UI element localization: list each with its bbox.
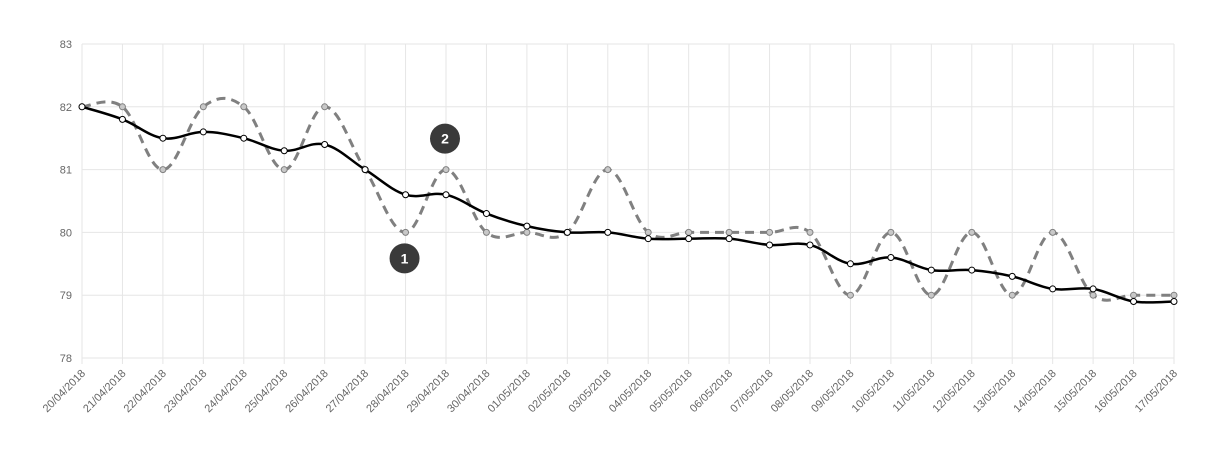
data-point bbox=[806, 228, 814, 236]
data-point bbox=[685, 235, 693, 243]
data-point bbox=[725, 235, 733, 243]
data-point bbox=[240, 103, 248, 111]
x-tick-label: 08/05/2018 bbox=[769, 368, 816, 415]
x-tick-label: 14/05/2018 bbox=[1011, 368, 1058, 415]
x-tick-label: 28/04/2018 bbox=[364, 368, 411, 415]
data-point bbox=[159, 134, 167, 142]
data-point bbox=[199, 103, 207, 111]
data-point bbox=[806, 241, 814, 249]
data-point bbox=[604, 166, 612, 174]
data-point bbox=[1089, 291, 1097, 299]
y-tick-label: 82 bbox=[60, 102, 72, 114]
data-point bbox=[280, 166, 288, 174]
annotation-marker bbox=[389, 243, 420, 274]
x-tick-label: 15/05/2018 bbox=[1052, 368, 1099, 415]
data-point bbox=[78, 103, 86, 111]
x-tick-label: 23/04/2018 bbox=[162, 368, 209, 415]
data-point bbox=[604, 228, 612, 236]
data-point bbox=[846, 260, 854, 268]
data-point bbox=[1089, 285, 1097, 293]
data-point bbox=[402, 228, 410, 236]
x-tick-label: 02/05/2018 bbox=[526, 368, 573, 415]
x-tick-label: 30/04/2018 bbox=[445, 368, 492, 415]
data-point bbox=[968, 266, 976, 274]
data-point bbox=[159, 166, 167, 174]
annotation-marker bbox=[430, 123, 460, 154]
data-point bbox=[887, 228, 895, 236]
data-point bbox=[1170, 291, 1178, 299]
data-point bbox=[927, 291, 935, 299]
x-tick-label: 01/05/2018 bbox=[486, 368, 533, 415]
data-point bbox=[927, 266, 935, 274]
series-line-dashed bbox=[81, 96, 1174, 302]
data-point bbox=[280, 147, 288, 155]
data-point bbox=[118, 115, 126, 123]
data-point bbox=[1049, 228, 1057, 236]
data-point bbox=[240, 134, 248, 142]
y-tick-label: 80 bbox=[60, 227, 72, 239]
data-point bbox=[361, 166, 369, 174]
data-point bbox=[482, 228, 490, 236]
data-point bbox=[321, 103, 329, 111]
y-tick-label: 79 bbox=[60, 290, 72, 302]
data-point bbox=[482, 210, 490, 218]
data-point bbox=[442, 191, 450, 199]
x-tick-label: 06/05/2018 bbox=[688, 368, 735, 415]
x-tick-label: 25/04/2018 bbox=[243, 368, 290, 415]
data-point bbox=[1130, 297, 1138, 305]
x-tick-label: 22/04/2018 bbox=[122, 368, 169, 415]
data-point bbox=[766, 241, 774, 249]
data-point bbox=[118, 103, 126, 111]
annotation-label: 2 bbox=[441, 131, 449, 147]
series-line-solid bbox=[81, 105, 1175, 304]
x-tick-label: 12/05/2018 bbox=[930, 368, 977, 415]
data-point bbox=[1049, 285, 1057, 293]
data-point bbox=[199, 128, 207, 136]
x-tick-label: 09/05/2018 bbox=[809, 368, 856, 415]
data-point bbox=[1008, 272, 1016, 280]
data-point bbox=[968, 228, 976, 236]
annotation-label: 1 bbox=[401, 250, 409, 266]
x-tick-label: 03/05/2018 bbox=[566, 368, 613, 415]
data-point bbox=[887, 254, 895, 262]
y-tick-label: 83 bbox=[60, 39, 72, 51]
x-tick-label: 27/04/2018 bbox=[324, 368, 371, 415]
x-tick-label: 13/05/2018 bbox=[971, 368, 1018, 415]
data-point bbox=[402, 191, 410, 199]
data-point bbox=[644, 228, 652, 236]
y-tick-label: 81 bbox=[60, 165, 72, 177]
x-tick-label: 21/04/2018 bbox=[81, 368, 128, 415]
data-point bbox=[523, 222, 531, 230]
x-tick-label: 16/05/2018 bbox=[1092, 368, 1139, 415]
x-tick-label: 07/05/2018 bbox=[728, 368, 775, 415]
data-point bbox=[1130, 291, 1138, 299]
data-point bbox=[846, 291, 854, 299]
x-tick-label: 10/05/2018 bbox=[850, 368, 897, 415]
x-tick-label: 20/04/2018 bbox=[41, 368, 88, 415]
x-tick-label: 05/05/2018 bbox=[647, 368, 694, 415]
x-tick-label: 24/04/2018 bbox=[202, 368, 249, 415]
y-tick-label: 78 bbox=[60, 353, 72, 365]
x-tick-label: 29/04/2018 bbox=[405, 368, 452, 415]
data-point bbox=[563, 228, 571, 236]
data-point bbox=[766, 228, 774, 236]
data-point bbox=[725, 228, 733, 236]
data-point bbox=[321, 140, 329, 148]
x-tick-label: 04/05/2018 bbox=[607, 368, 654, 415]
data-point bbox=[1008, 291, 1016, 299]
data-point bbox=[644, 235, 652, 243]
x-tick-label: 17/05/2018 bbox=[1133, 368, 1180, 415]
data-point bbox=[523, 228, 531, 236]
data-point bbox=[685, 228, 693, 236]
x-tick-label: 26/04/2018 bbox=[283, 368, 330, 415]
data-point bbox=[442, 166, 450, 174]
data-point bbox=[1170, 297, 1178, 305]
